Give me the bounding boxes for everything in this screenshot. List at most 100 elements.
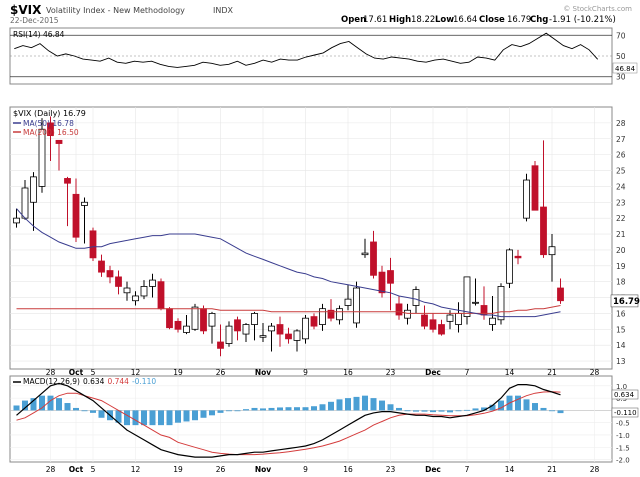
candle [140,280,148,300]
price-tick-label: 19 [616,262,626,271]
macd-tick-label: -1.0 [616,432,630,440]
rsi-tick-label: 30 [616,73,626,82]
histogram-value-tag [611,407,639,418]
candle [166,307,173,330]
candle-body-down [429,319,437,330]
candle-body-up [455,313,462,325]
macd-histogram-bar [455,410,462,412]
candle-body-down [200,308,207,332]
candle [429,313,437,333]
macd-histogram-bar [200,410,207,418]
candle-body-up [132,295,139,302]
macd-histogram-bar [472,408,479,411]
candle-body-down [438,324,445,335]
candle-body-down [285,333,292,340]
candle [242,322,250,343]
macd-histogram-bar [353,396,360,411]
candle-body-down [115,276,122,287]
close-value: 16.79 [507,15,531,25]
macd-histogram-bar [268,407,275,411]
candle-body-down [98,260,105,273]
candle [310,313,318,330]
candle-body-down [310,316,318,327]
price-x-tick-label: 5 [91,368,96,377]
macd-histogram-bar [540,407,547,411]
close-label: Close [479,15,505,25]
macd-x-tick-label: 9 [303,465,308,474]
ma50-legend-label: MA(50) 16.78 [23,119,74,128]
macd-histogram-bar [251,407,258,411]
rsi-label: RSI(14) 46.84 [13,30,65,39]
price-panel-title: $VIX (Daily) 16.79 [13,109,86,118]
price-x-tick-label: 19 [173,368,183,377]
price-tick-label: 28 [616,119,626,128]
macd-histogram-bar [464,409,470,411]
macd-tick-label: -0.5 [616,420,630,428]
macd-x-tick-label: 26 [216,465,226,474]
candle-body-down [72,193,80,238]
macd-histogram-bar [532,403,538,411]
candle [412,286,420,314]
candle-body-up [344,298,352,306]
candle-body-down [378,271,386,294]
macd-histogram-bar [370,398,377,411]
candle [234,316,241,341]
macd-histogram-bar [319,404,326,411]
chg-value: -1.91 (-10.21%) [549,15,616,25]
macd-histogram-bar [22,400,28,411]
candle [123,281,131,301]
stockcharts-watermark: © StockCharts.com [563,5,632,13]
price-x-tick-label: 26 [216,368,226,377]
price-x-tick-label: 16 [343,368,353,377]
candle-body-up [81,201,88,206]
candle-body-down [421,314,428,327]
price-tick-label: 27 [616,135,626,144]
candle-body-down [47,122,54,136]
price-x-tick-label: 23 [386,368,396,377]
candle-body-up [225,325,233,344]
macd-histogram-bar [30,398,37,411]
price-x-tick-label: Dec [425,368,441,377]
candle-body-up [336,308,343,321]
macd-histogram-bar [64,403,71,411]
candle [285,327,292,344]
macd-histogram-bar [149,410,156,426]
candle-body-up [412,289,420,306]
macd-histogram-bar [549,410,555,412]
candle [183,315,190,335]
macd-histogram-bar [379,400,385,411]
price-tick-label: 15 [616,325,626,334]
candle-body-up [446,314,454,322]
candle [353,281,360,328]
macd-legend-name: MACD(12,26,9) [23,377,80,386]
candle [217,324,224,357]
price-x-tick-label: 21 [547,368,557,377]
candle [327,299,335,322]
macd-histogram-bar [175,410,181,423]
candle-body-up [404,309,411,319]
candle [259,322,267,343]
macd-x-tick-label: Nov [255,465,271,474]
candle [523,173,530,222]
macd-x-tick-label: 16 [343,465,353,474]
macd-histogram-bar [141,410,147,426]
rsi-tick-label: 50 [616,52,626,61]
price-tick-label: 22 [616,214,626,223]
candle-body-down [234,319,241,332]
price-tick-label: 25 [616,167,626,176]
candle [548,234,556,282]
candle-body-up [293,330,301,341]
macd-x-tick-label: 19 [173,465,183,474]
macd-histogram-bar [217,410,224,413]
last-price-tag [610,294,639,308]
macd-histogram-bar [362,395,368,411]
candle [336,305,343,325]
macd-histogram-bar [523,399,530,411]
candle [438,319,445,336]
macd-histogram-bar [13,405,20,411]
ma50-line [16,208,561,318]
candle-body-up [463,276,471,317]
candle-body-down [514,255,522,259]
candle [72,178,80,242]
